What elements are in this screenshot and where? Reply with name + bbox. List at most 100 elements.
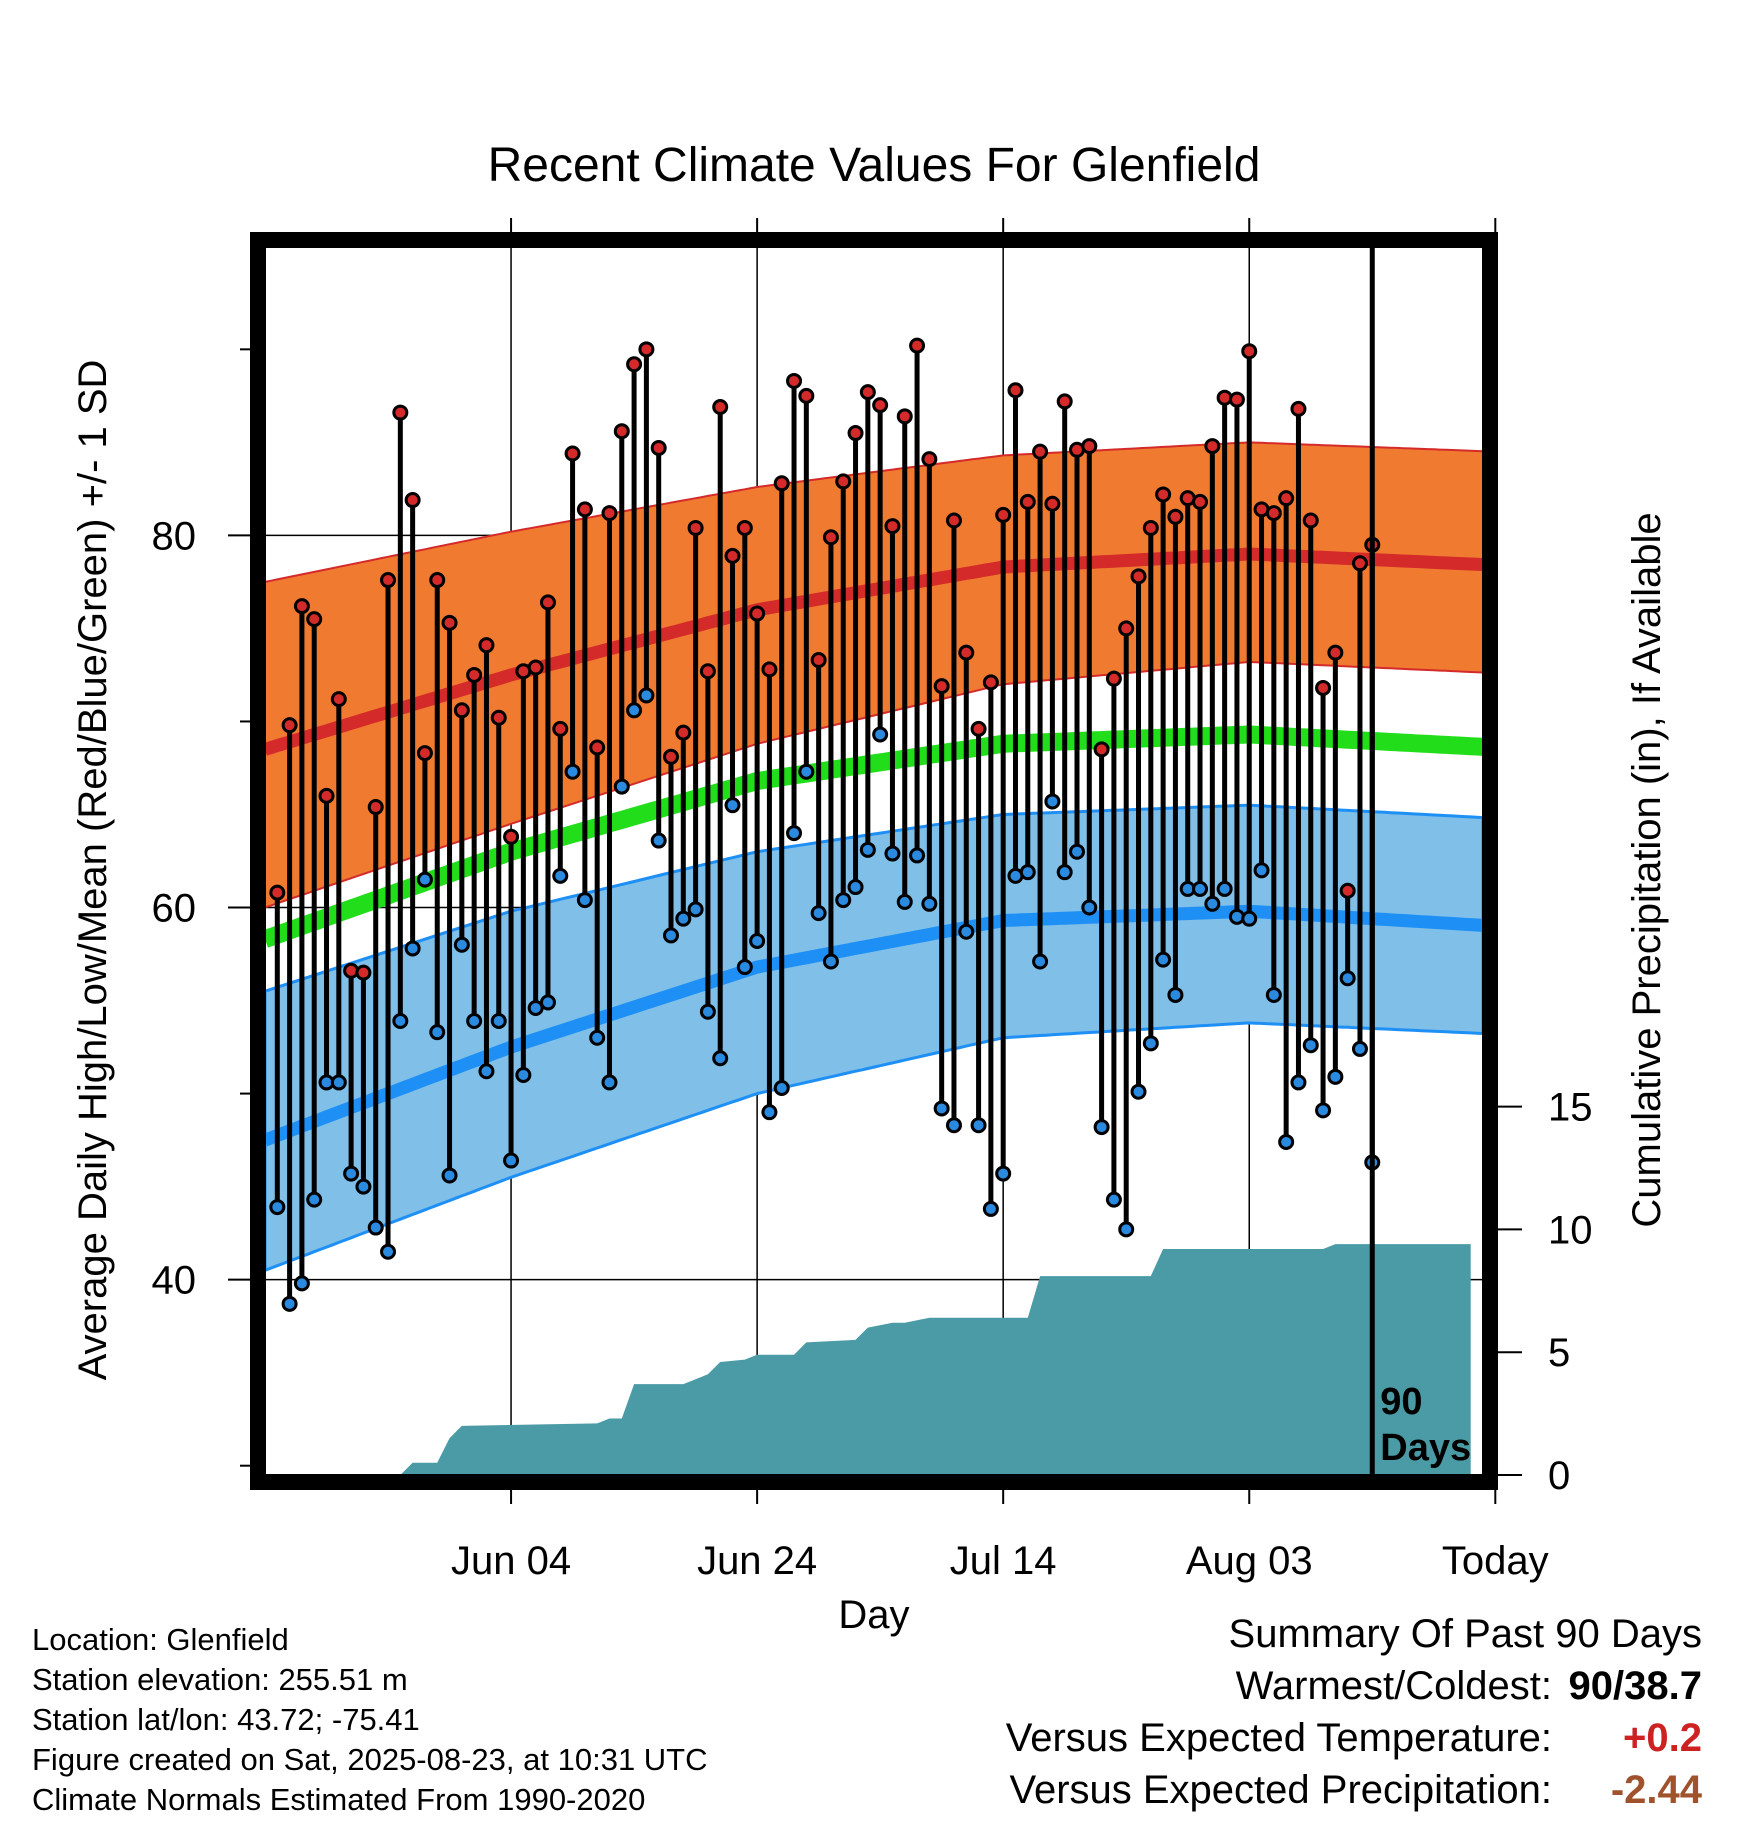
summary-heading-row: Summary Of Past 90 Days bbox=[842, 1612, 1702, 1664]
daily-high-point bbox=[318, 787, 335, 804]
daily-low-point bbox=[466, 1013, 483, 1030]
daily-high-point bbox=[859, 384, 876, 401]
y2-tick-label: 5 bbox=[1548, 1331, 1570, 1375]
summary-heading: Summary Of Past 90 Days bbox=[1228, 1612, 1702, 1656]
daily-high-point bbox=[1204, 438, 1221, 455]
created-text: Figure created on Sat, 2025-08-23, at 10… bbox=[32, 1742, 708, 1777]
daily-low-point bbox=[392, 1013, 409, 1030]
daily-low-point bbox=[1167, 986, 1184, 1003]
y2-tick-label: 15 bbox=[1548, 1086, 1593, 1130]
daily-low-point bbox=[281, 1295, 298, 1312]
daily-high-point bbox=[1142, 519, 1159, 536]
daily-low-point bbox=[527, 999, 544, 1016]
daily-low-point bbox=[749, 933, 766, 950]
daily-high-point bbox=[564, 445, 581, 462]
daily-high-point bbox=[416, 745, 433, 762]
daily-low-point bbox=[810, 905, 827, 922]
daily-low-point bbox=[712, 1050, 729, 1067]
daily-high-point bbox=[1228, 391, 1245, 408]
daily-low-point bbox=[1044, 793, 1061, 810]
daily-low-point bbox=[380, 1243, 397, 1260]
daily-high-point bbox=[699, 663, 716, 680]
daily-high-point bbox=[601, 505, 618, 522]
daily-high-point bbox=[958, 644, 975, 661]
daily-high-point bbox=[527, 659, 544, 676]
daily-high-point bbox=[749, 605, 766, 622]
daily-low-point bbox=[909, 847, 926, 864]
daily-high-point bbox=[613, 423, 630, 440]
daily-high-point bbox=[1032, 443, 1049, 460]
plot-frame bbox=[250, 232, 1498, 1490]
precip-value: -2.44 bbox=[1610, 1768, 1702, 1812]
daily-low-point bbox=[503, 1152, 520, 1169]
warm-cold-value: 90/38.7 bbox=[1568, 1664, 1702, 1708]
precip-row: Versus Expected Precipitation: -2.44 bbox=[842, 1768, 1702, 1820]
daily-low-point bbox=[330, 1074, 347, 1091]
today-days-label: 90 Days bbox=[1380, 1381, 1471, 1469]
daily-low-point bbox=[1056, 864, 1073, 881]
daily-high-point bbox=[539, 594, 556, 611]
daily-high-point bbox=[1302, 512, 1319, 529]
station-info: Location: Glenfield Station elevation: 2… bbox=[32, 1620, 708, 1820]
daily-high-point bbox=[687, 519, 704, 536]
y2-axis-label: Cumulative Precipitation (in), If Availa… bbox=[1625, 512, 1669, 1227]
daily-high-point bbox=[306, 611, 323, 628]
daily-high-point bbox=[1351, 555, 1368, 572]
daily-low-point bbox=[663, 927, 679, 944]
daily-low-point bbox=[1204, 895, 1221, 912]
daily-high-point bbox=[773, 475, 790, 492]
daily-high-point bbox=[1118, 620, 1135, 637]
y2-tick-label: 0 bbox=[1548, 1454, 1570, 1498]
daily-low-point bbox=[1032, 953, 1049, 970]
temp-label: Versus Expected Temperature: bbox=[1005, 1716, 1552, 1760]
daily-low-point bbox=[293, 1275, 310, 1292]
today-days-word: Days bbox=[1380, 1427, 1471, 1469]
today-days-number: 90 bbox=[1380, 1381, 1422, 1423]
daily-high-point bbox=[1105, 670, 1122, 687]
daily-low-point bbox=[1216, 880, 1233, 897]
daily-low-point bbox=[933, 1100, 950, 1117]
daily-low-point bbox=[416, 871, 433, 888]
daily-low-point bbox=[995, 1165, 1012, 1182]
daily-high-point bbox=[1056, 393, 1073, 410]
daily-high-point bbox=[1007, 382, 1024, 399]
daily-high-point bbox=[490, 709, 507, 726]
daily-high-point bbox=[970, 720, 987, 737]
daily-low-point bbox=[736, 959, 753, 976]
daily-low-point bbox=[589, 1029, 606, 1046]
x-tick-label: Jun 04 bbox=[451, 1539, 571, 1583]
daily-low-point bbox=[1118, 1221, 1135, 1238]
precip-area-group bbox=[265, 1244, 1471, 1475]
daily-low-point bbox=[798, 763, 815, 780]
daily-high-point bbox=[269, 884, 286, 901]
daily-high-point bbox=[1265, 505, 1282, 522]
daily-low-point bbox=[1315, 1102, 1332, 1119]
daily-high-point bbox=[404, 492, 421, 509]
daily-high-point bbox=[576, 501, 593, 518]
daily-high-point bbox=[638, 341, 655, 358]
temp-value: +0.2 bbox=[1623, 1716, 1702, 1760]
daily-high-point bbox=[1241, 343, 1258, 360]
daily-high-point bbox=[441, 614, 458, 631]
daily-high-point bbox=[293, 598, 310, 615]
daily-dots bbox=[269, 337, 1381, 1312]
daily-low-point bbox=[490, 1013, 507, 1030]
daily-low-point bbox=[552, 867, 569, 884]
daily-high-point bbox=[466, 666, 483, 683]
daily-low-point bbox=[687, 901, 704, 918]
warm-cold-row: Warmest/Coldest: 90/38.7 bbox=[842, 1664, 1702, 1716]
daily-high-point bbox=[909, 337, 926, 354]
precip-area bbox=[265, 1244, 1471, 1475]
daily-high-point bbox=[380, 572, 397, 589]
daily-low-point bbox=[1290, 1074, 1307, 1091]
daily-high-point bbox=[663, 748, 679, 765]
daily-low-point bbox=[478, 1063, 495, 1080]
daily-high-point bbox=[626, 356, 643, 373]
daily-high-point bbox=[896, 408, 913, 425]
daily-low-point bbox=[1142, 1035, 1159, 1052]
daily-low-point bbox=[1241, 910, 1258, 927]
daily-low-point bbox=[1069, 843, 1085, 860]
daily-low-point bbox=[638, 687, 655, 704]
daily-high-point bbox=[810, 652, 827, 669]
daily-high-point bbox=[835, 473, 852, 490]
